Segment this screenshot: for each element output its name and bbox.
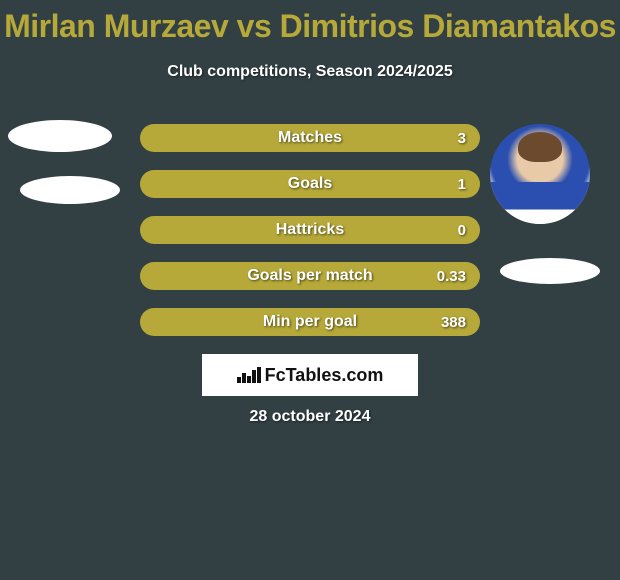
brand-text: FcTables.com: [265, 365, 384, 386]
player-left-placeholder-1: [8, 120, 112, 152]
player-right-placeholder: [500, 258, 600, 284]
stat-label: Matches: [140, 129, 480, 147]
player-left-placeholder-2: [20, 176, 120, 204]
stat-value: 3: [458, 130, 466, 147]
stat-label: Min per goal: [140, 313, 480, 331]
stat-row-goals-per-match: Goals per match 0.33: [140, 262, 480, 290]
page-title: Mirlan Murzaev vs Dimitrios Diamantakos: [0, 0, 620, 45]
stat-label: Goals per match: [140, 267, 480, 285]
stat-row-hattricks: Hattricks 0: [140, 216, 480, 244]
stat-value: 0.33: [437, 268, 466, 285]
brand-badge[interactable]: FcTables.com: [202, 354, 418, 396]
stat-value: 1: [458, 176, 466, 193]
stats-container: Matches 3 Goals 1 Hattricks 0 Goals per …: [140, 124, 480, 354]
stat-value: 388: [441, 314, 466, 331]
date-label: 28 october 2024: [0, 408, 620, 426]
stat-label: Goals: [140, 175, 480, 193]
player-right-avatar: [490, 124, 590, 224]
stat-value: 0: [458, 222, 466, 239]
stat-row-matches: Matches 3: [140, 124, 480, 152]
bar-chart-icon: [237, 367, 261, 383]
stat-row-min-per-goal: Min per goal 388: [140, 308, 480, 336]
stat-label: Hattricks: [140, 221, 480, 239]
page-subtitle: Club competitions, Season 2024/2025: [0, 63, 620, 81]
stat-row-goals: Goals 1: [140, 170, 480, 198]
